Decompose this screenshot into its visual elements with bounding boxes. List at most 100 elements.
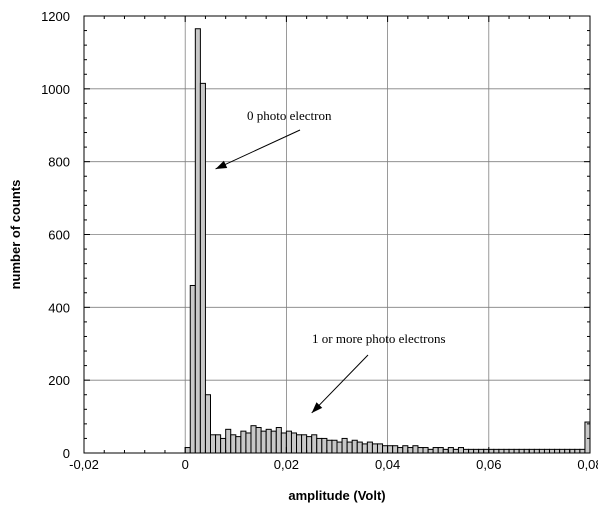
histogram-bar <box>564 448 571 454</box>
histogram-bar <box>250 425 257 454</box>
histogram-bar <box>543 448 551 454</box>
histogram-bar <box>356 441 363 454</box>
histogram-bar <box>361 443 368 454</box>
histogram-bar <box>280 432 287 454</box>
histogram-bar <box>463 448 470 454</box>
y-tick-label: 800 <box>48 155 70 170</box>
histogram-bar <box>402 445 409 454</box>
histogram-bar <box>215 434 222 454</box>
histogram-bar <box>503 448 510 454</box>
histogram-bar <box>301 434 308 454</box>
histogram-bar <box>366 441 373 454</box>
y-tick-label: 200 <box>48 373 70 388</box>
histogram-bar <box>316 437 323 454</box>
x-tick-label: 0,02 <box>274 457 299 472</box>
annotation-arrow-line <box>215 129 301 170</box>
axis-ticks <box>83 15 591 454</box>
histogram-bar <box>397 447 404 454</box>
histogram-bar <box>488 448 495 454</box>
histogram-bar <box>478 448 485 454</box>
histogram-bar <box>184 447 191 454</box>
histogram-bar <box>296 434 303 454</box>
histogram-bar <box>554 448 561 454</box>
grid-lines <box>84 16 590 453</box>
histogram-bar <box>427 448 434 454</box>
histogram-bar <box>199 82 206 454</box>
histogram-bar <box>432 447 439 454</box>
histogram-bar <box>311 434 318 454</box>
histogram-bar <box>452 448 459 454</box>
histogram-bar <box>382 445 389 454</box>
histogram-bar <box>194 28 201 454</box>
histogram-bar <box>483 448 490 454</box>
histogram-bar <box>417 447 424 454</box>
y-tick-label: 1200 <box>41 9 70 24</box>
histogram-bar <box>346 441 353 454</box>
histogram-bar <box>204 394 212 454</box>
histogram-bar <box>290 432 298 454</box>
histogram-bar <box>533 448 540 454</box>
histogram-bar <box>437 447 444 454</box>
histogram-bar <box>189 284 196 454</box>
annotation-label: 1 or more photo electrons <box>312 331 446 346</box>
histogram-bar <box>392 445 399 454</box>
x-tick-label: 0,04 <box>375 457 400 472</box>
y-tick-labels: 0 200 400 600 800 1000 1200 <box>41 9 70 461</box>
x-tick-label: 0 <box>182 457 189 472</box>
histogram-bar <box>538 448 545 454</box>
histogram-bar <box>255 427 262 454</box>
histogram-bar <box>341 437 348 454</box>
y-tick-label: 600 <box>48 228 70 243</box>
histogram-bar <box>473 448 480 454</box>
histogram-bar <box>331 439 338 454</box>
x-tick-labels: -0,02 0 0,02 0,04 0,06 0,08 <box>69 457 598 472</box>
histogram-bar <box>351 439 358 454</box>
histogram-bar <box>387 445 394 454</box>
histogram-bar <box>508 448 515 454</box>
histogram-bar <box>569 448 576 454</box>
histogram-bar <box>422 447 429 454</box>
histogram-bar <box>235 436 242 454</box>
histogram-bar <box>579 448 586 454</box>
annotation-arrowhead <box>311 402 323 413</box>
histogram-bar <box>407 447 414 454</box>
x-tick-label: 0,08 <box>577 457 598 472</box>
x-tick-label: -0,02 <box>69 457 99 472</box>
annotation-label: 0 photo electron <box>247 108 332 123</box>
histogram-bar <box>270 430 277 454</box>
histogram-bar <box>336 441 343 454</box>
histogram-bar <box>220 437 227 454</box>
x-axis-title: amplitude (Volt) <box>288 488 385 503</box>
histogram-bar <box>493 448 500 454</box>
histogram-bar <box>230 434 237 454</box>
histogram-bar <box>371 443 378 454</box>
x-tick-label: 0,06 <box>476 457 501 472</box>
histogram-bar <box>518 448 525 454</box>
annotation-arrow-line <box>311 354 369 414</box>
histogram-bar <box>265 428 272 454</box>
histogram-bar <box>275 427 282 454</box>
histogram-bar <box>584 421 591 454</box>
histogram-bar <box>245 432 252 454</box>
histogram-bar <box>210 434 217 454</box>
histogram-bar <box>260 430 267 454</box>
histogram-bar <box>498 448 505 454</box>
annotations: 0 photo electron 1 or more photo electron… <box>215 108 446 414</box>
histogram-bar <box>523 448 530 454</box>
histogram-bar <box>240 430 247 454</box>
y-axis-title: number of counts <box>8 180 23 290</box>
histogram-bar <box>574 448 581 454</box>
histogram-bar <box>326 439 333 454</box>
histogram-bar <box>559 448 566 454</box>
y-tick-label: 1000 <box>41 82 70 97</box>
histogram-bar <box>376 443 384 454</box>
y-tick-label: 400 <box>48 300 70 315</box>
histogram-bar <box>468 448 475 454</box>
histogram-bar <box>447 447 454 454</box>
histogram-bar <box>549 448 556 454</box>
histogram-bar <box>528 448 535 454</box>
annotation-arrowhead <box>215 160 228 169</box>
histogram-bar <box>285 430 292 454</box>
histogram-bar <box>225 428 232 454</box>
